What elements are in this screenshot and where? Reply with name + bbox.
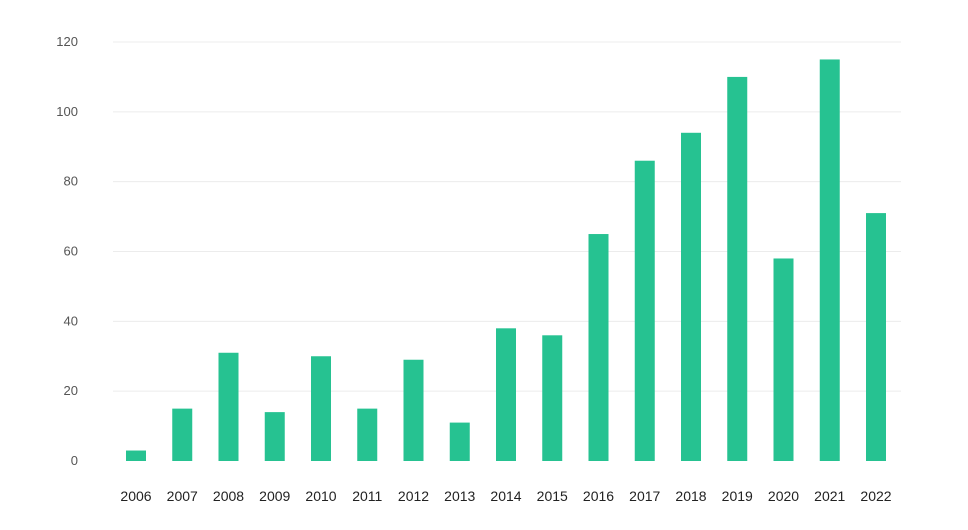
bars (126, 59, 886, 462)
x-tick-label: 2020 (768, 488, 799, 504)
x-tick-label: 2011 (352, 488, 382, 504)
x-tick-label: 2008 (213, 488, 244, 504)
bar-2010 (311, 356, 331, 461)
x-tick-label: 2022 (860, 488, 891, 504)
x-tick-label: 2019 (722, 488, 753, 504)
y-axis: 0 20 40 60 80 100 120 (56, 34, 78, 468)
bar-2017 (634, 160, 655, 461)
bar-2007 (172, 408, 193, 461)
x-tick-label: 2017 (629, 488, 660, 504)
x-tick-label: 2009 (259, 488, 290, 504)
bar-2014 (496, 328, 516, 461)
x-tick-label: 2014 (490, 488, 521, 504)
y-tick-label: 80 (64, 174, 78, 189)
bar-2018 (681, 132, 701, 462)
y-tick-label: 40 (64, 313, 78, 328)
bar-2021 (819, 59, 840, 461)
bar-2012 (403, 359, 424, 461)
bar-2006 (126, 450, 146, 461)
bar-2013 (449, 422, 470, 461)
y-tick-label: 100 (56, 104, 78, 119)
y-tick-label: 0 (71, 453, 78, 468)
y-tick-label: 120 (56, 34, 78, 49)
bar-2020 (773, 258, 794, 461)
x-tick-label: 2012 (398, 488, 429, 504)
x-tick-label: 2016 (583, 488, 614, 504)
gridlines (113, 41, 901, 392)
bar-2011 (357, 408, 378, 461)
bar-2008 (218, 352, 239, 461)
x-tick-label: 2007 (167, 488, 198, 504)
x-tick-label: 2013 (444, 488, 475, 504)
x-axis: 2006 2007 2008 2009 2010 2011 2012 2013 2014 2015… (120, 488, 891, 504)
x-tick-label: 2015 (537, 488, 568, 504)
bar-2019 (727, 76, 748, 462)
x-tick-label: 2018 (675, 488, 706, 504)
bar-2009 (264, 412, 285, 461)
x-tick-label: 2006 (120, 488, 151, 504)
x-tick-label: 2021 (814, 488, 845, 504)
bar-2016 (588, 234, 609, 461)
y-tick-label: 20 (64, 383, 78, 398)
bar-2022 (866, 213, 886, 461)
x-tick-label: 2010 (305, 488, 336, 504)
y-tick-label: 60 (64, 244, 78, 259)
bar-2015 (542, 335, 563, 461)
